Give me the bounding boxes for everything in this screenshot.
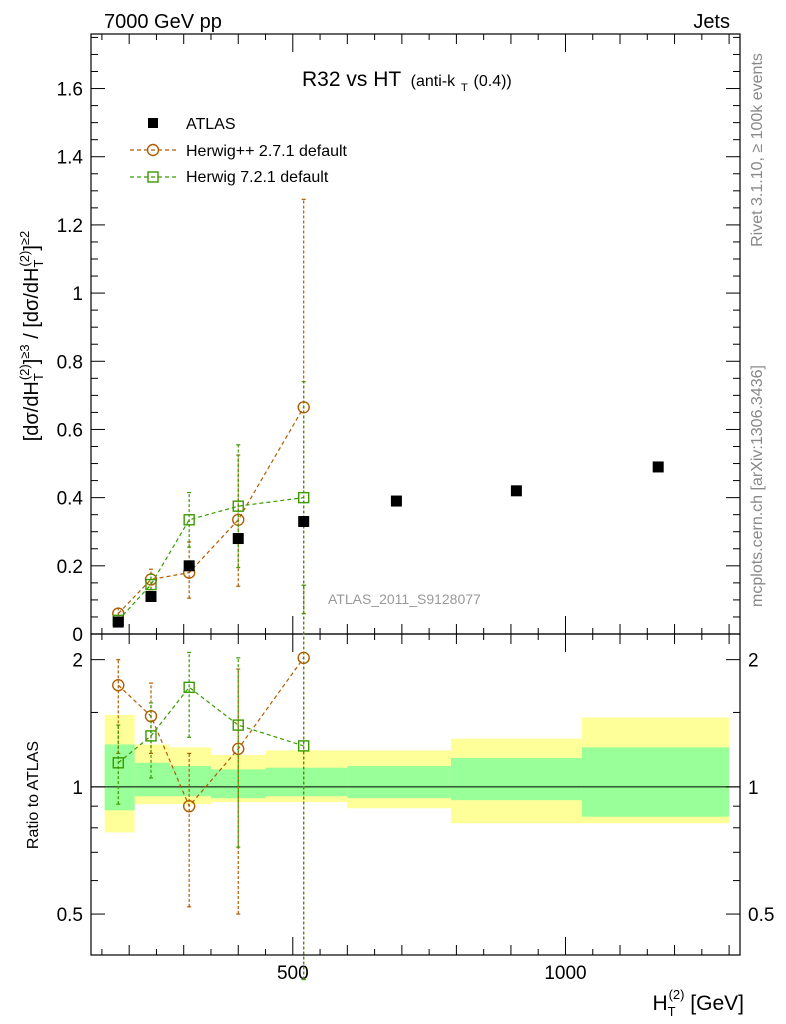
main-y-tick-label: 0.4 <box>57 489 84 510</box>
ratio-band-inner <box>134 762 171 797</box>
ratio-frame <box>90 633 741 956</box>
chart-title-sub: T <box>461 82 468 94</box>
analysis-watermark: ATLAS_2011_S9128077 <box>328 591 481 607</box>
header-left: 7000 GeV pp <box>104 11 222 33</box>
ratio-y-tick-label-right: 1 <box>748 778 759 799</box>
main-point-herwig7 <box>297 491 310 504</box>
ratio-point-herwig7 <box>232 719 244 731</box>
main-line-herwig7 <box>117 497 304 621</box>
main-point-herwig7 <box>145 578 157 591</box>
main-y-tick-label: 1.2 <box>57 216 83 237</box>
ratio-point-herwig7 <box>145 730 157 742</box>
ratio-y-tick-label-right: 2 <box>748 651 759 672</box>
main-point-atlas <box>510 485 522 497</box>
main-y-tick-label: 0 <box>72 625 83 646</box>
ratio-series <box>112 584 310 981</box>
ratio-band-inner <box>347 766 451 799</box>
x-tick-label: 1000 <box>544 963 586 984</box>
ratio-y-tick-label: 2 <box>72 651 83 672</box>
ratio-band-inner <box>104 744 135 811</box>
ratio-y-tick-label: 0.5 <box>57 905 83 926</box>
ratio-point-herwigpp <box>112 679 125 692</box>
legend-label-herwig7: Herwig 7.2.1 default <box>186 169 329 186</box>
chart-title-main: R32 vs HT <box>302 68 401 91</box>
ratio-axes: 500 1000 0.5 0.5 1 1 2 2 <box>57 34 774 984</box>
main-point-atlas <box>232 533 244 545</box>
main-point-atlas <box>145 591 157 602</box>
ratio-y-tick-label-right: 0.5 <box>748 905 774 926</box>
ratio-y-axis-label: Ratio to ATLAS <box>25 741 42 849</box>
legend-label-atlas: ATLAS <box>186 116 236 133</box>
x-axis-label: HT(2) [GeV] <box>652 987 744 1019</box>
main-y-tick-label: 0.6 <box>57 420 83 441</box>
legend-marker-atlas <box>148 118 158 128</box>
main-point-atlas <box>652 461 664 473</box>
chart-title: R32 vs HT (anti-k T (0.4)) <box>302 68 512 96</box>
header-right: Jets <box>693 11 730 33</box>
main-y-axis-label: [dσ/dHT(2)]≥3 / [dσ/dHT(2)]≥2 <box>17 231 46 442</box>
chart-title-end: (0.4)) <box>474 73 512 90</box>
legend-marker-herwigpp <box>146 143 160 157</box>
main-series <box>112 198 664 628</box>
rivet-label: Rivet 3.1.10, ≥ 100k events <box>749 53 766 247</box>
chart-title-suffix: (anti-k <box>411 73 456 90</box>
main-y-tick-label: 0.8 <box>57 352 83 373</box>
legend-label-herwigpp: Herwig++ 2.7.1 default <box>186 143 348 160</box>
main-point-atlas <box>112 616 124 628</box>
ratio-band-inner <box>450 758 582 801</box>
main-point-atlas <box>390 495 402 507</box>
ratio-band-inner <box>265 767 348 797</box>
ratio-band-inner <box>581 747 730 817</box>
main-y-tick-label: 1.6 <box>57 80 83 101</box>
legend-marker-herwig7 <box>147 171 159 183</box>
ratio-point-herwig7 <box>183 681 195 694</box>
ratio-panel <box>91 714 740 833</box>
ratio-y-tick-label: 1 <box>72 778 83 799</box>
ratio-point-herwigpp <box>182 799 196 813</box>
main-y-tick-label: 1 <box>72 284 83 305</box>
ratio-point-herwig7 <box>112 757 124 769</box>
main-y-tick-label: 1.4 <box>57 148 84 169</box>
main-point-atlas <box>298 516 310 527</box>
main-point-herwig7 <box>232 500 244 512</box>
main-y-tick-label: 0.2 <box>57 557 83 578</box>
ratio-band-inner <box>170 766 211 797</box>
ratio-point-herwig7 <box>297 740 310 752</box>
mcplots-label: mcplots.cern.ch [arXiv:1306.3436] <box>749 365 766 607</box>
legend: ATLAS Herwig++ 2.7.1 default Herwig 7.2.… <box>130 116 348 186</box>
main-point-herwig7 <box>183 514 195 526</box>
main-point-atlas <box>183 560 195 572</box>
x-tick-label: 500 <box>277 963 309 984</box>
main-axes: 0 0.2 0.4 0.6 0.8 1 1.2 1.4 1.6 <box>57 33 741 646</box>
ratio-line-herwig7 <box>117 686 304 764</box>
